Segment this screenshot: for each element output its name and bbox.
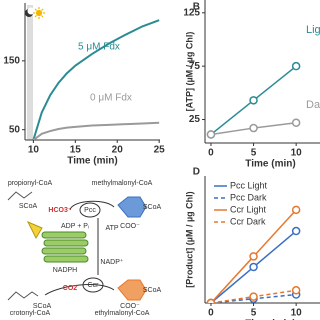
panel-letter: B	[193, 2, 200, 13]
diagram-label: crotonyl-CoA	[10, 310, 51, 317]
x-tick-label: 10	[291, 148, 303, 159]
diagram-label: COO⁻	[120, 223, 140, 230]
moon-cut	[27, 7, 35, 15]
legend-label: Lig	[306, 24, 320, 36]
x-tick-label: 10	[291, 308, 303, 319]
sun-icon	[33, 7, 45, 19]
legend-label: Pcc Dark	[230, 192, 267, 202]
diagram-label: ATP	[105, 225, 118, 232]
y-tick-label: 125	[183, 7, 200, 18]
data-point	[249, 123, 258, 133]
data-point	[291, 286, 301, 295]
data-point	[206, 298, 216, 303]
data-point	[206, 130, 216, 139]
diagram-label: HCO3⁻	[48, 207, 71, 214]
series-label: 5 μM Fdx	[78, 42, 120, 53]
data-point	[291, 61, 301, 71]
plot-area	[206, 205, 301, 303]
diagram-label: SCoA	[33, 303, 52, 310]
legend-label: Pcc Light	[230, 180, 268, 190]
enzyme	[79, 202, 101, 218]
molecule	[7, 191, 33, 201]
diagram-label: propionyl-CoA	[8, 180, 53, 187]
diagram-label: COO⁻	[120, 303, 140, 310]
plot-area	[206, 61, 301, 139]
x-tick-label: 15	[70, 145, 82, 156]
x-tick-label: 5	[251, 308, 257, 319]
arrow	[69, 200, 115, 211]
data-point	[291, 226, 301, 236]
diagram-label: methylmalonyl-CoA	[92, 180, 153, 187]
y-tick-label: 75	[189, 61, 201, 72]
diagram-label: SCoA	[143, 287, 162, 294]
diagram-label: SCoA	[143, 204, 162, 211]
data-point	[249, 262, 258, 272]
x-tick-label: 5	[251, 148, 257, 159]
legend-label: Ccr Light	[230, 204, 267, 214]
diagram-label: SCoA	[19, 203, 38, 210]
data-line	[32, 121, 160, 140]
legend-label: Da	[306, 99, 320, 111]
x-axis-label: Time (min)	[67, 156, 117, 167]
molecule	[7, 291, 39, 301]
diagram-label: Ccr	[88, 282, 100, 289]
diagram-label: NADP⁺	[100, 258, 123, 266]
arrow	[44, 284, 115, 296]
diagram-label: Pcc	[84, 207, 96, 214]
series-label: 0 μM Fdx	[90, 93, 132, 104]
dark-period	[27, 5, 33, 140]
data-point	[249, 252, 258, 261]
y-tick-label: 150	[3, 55, 20, 66]
x-tick-label: 20	[112, 145, 124, 156]
x-tick-label: 0	[208, 308, 214, 319]
y-tick-label: 25	[189, 114, 201, 125]
diagram: propionyl-CoA methylmalonyl-CoA HCO3⁻ Pc…	[7, 180, 162, 317]
data-point	[291, 205, 301, 215]
y-tick-label: 50	[9, 124, 21, 135]
x-axis-label: Time (min)	[245, 159, 295, 170]
legend-label: Ccr Dark	[230, 216, 266, 226]
diagram-label: CO2	[63, 285, 78, 292]
data-point	[249, 96, 258, 105]
light-icon	[26, 221, 43, 240]
thylakoid	[41, 231, 89, 263]
y-axis-label: [Product] (µM / µg Chl)	[184, 191, 194, 287]
product-shape	[117, 196, 147, 218]
product-shape	[117, 279, 147, 301]
diagram-label: NADPH	[53, 267, 78, 274]
data-point	[291, 118, 301, 127]
data-point	[249, 292, 258, 301]
data-line	[32, 19, 160, 140]
y-axis-label: [ATP] (µM / µg Chl)	[184, 32, 194, 112]
diagram-label: ethylmalonyl-CoA	[95, 310, 150, 317]
x-tick-label: 25	[154, 145, 166, 156]
x-tick-label: 10	[28, 145, 40, 156]
panel-letter: D	[193, 167, 200, 178]
x-tick-label: 0	[208, 148, 214, 159]
x-axis-label: Time (min)	[245, 319, 295, 320]
plot-area	[32, 19, 160, 140]
diagram-label: ADP + Pᵢ	[61, 223, 89, 230]
